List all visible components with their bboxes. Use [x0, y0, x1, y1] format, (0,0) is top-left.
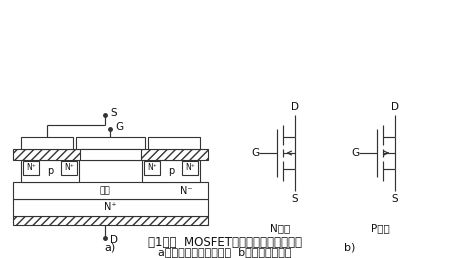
- Text: N⁺: N⁺: [185, 164, 195, 173]
- Text: b): b): [344, 242, 356, 252]
- Bar: [21, 137, 73, 149]
- Text: P沟道: P沟道: [371, 223, 389, 233]
- Text: 沟道: 沟道: [99, 186, 110, 195]
- Text: G: G: [115, 122, 123, 132]
- Text: N⁻: N⁻: [180, 186, 192, 196]
- Text: N⁺: N⁺: [147, 164, 157, 173]
- Text: D: D: [291, 102, 299, 112]
- Text: N⁺: N⁺: [104, 203, 116, 213]
- Text: N⁺: N⁺: [64, 164, 74, 173]
- Text: D: D: [110, 235, 118, 245]
- Text: S: S: [292, 194, 298, 204]
- Bar: [182, 161, 198, 175]
- Text: N沟道: N沟道: [270, 223, 290, 233]
- Bar: [142, 160, 200, 182]
- Text: p: p: [168, 166, 174, 176]
- Bar: [80, 149, 141, 160]
- Bar: [13, 182, 208, 199]
- Bar: [148, 137, 200, 149]
- Text: a）内部结构断面示意图  b）电气图形符号: a）内部结构断面示意图 b）电气图形符号: [158, 247, 292, 257]
- Text: G: G: [351, 148, 359, 158]
- Bar: [13, 216, 208, 225]
- Bar: [23, 161, 39, 175]
- Text: D: D: [391, 102, 399, 112]
- Text: N⁺: N⁺: [26, 164, 36, 173]
- Bar: [144, 161, 160, 175]
- Text: a): a): [104, 242, 116, 252]
- Bar: [13, 149, 208, 160]
- Bar: [13, 199, 208, 216]
- Text: S: S: [110, 108, 117, 118]
- Bar: [21, 160, 79, 182]
- Text: 图1功率  MOSFET的结构和电气图形符号: 图1功率 MOSFET的结构和电气图形符号: [148, 236, 302, 248]
- Bar: [61, 161, 77, 175]
- Bar: [76, 137, 145, 149]
- Text: G: G: [251, 148, 259, 158]
- Text: S: S: [392, 194, 398, 204]
- Text: p: p: [47, 166, 53, 176]
